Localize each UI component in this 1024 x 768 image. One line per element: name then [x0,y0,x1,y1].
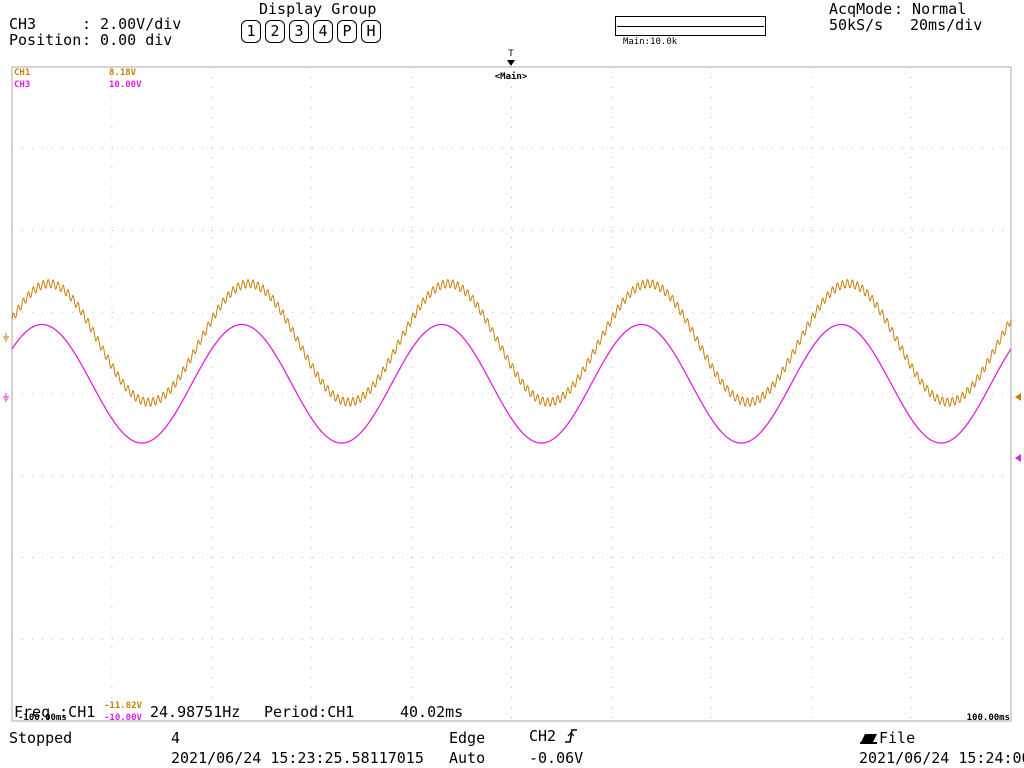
zoom-position-bar [617,26,764,27]
acqmode-value: : Normal [894,0,967,18]
acq-count: 4 [171,729,181,747]
time-left-label: -100.00ms [18,713,67,723]
display-group-title: Display Group [259,0,377,18]
freq-measure-label: Freq :CH1 [14,703,96,721]
ch1-upper-level: 8.18V [109,68,137,78]
ch3-ground-marker[interactable] [3,393,9,402]
channel-volt-div: : 2.00V/div [82,15,182,33]
trigger-type: Edge [449,729,486,747]
position-label: Position [9,31,82,49]
display-group-button-h[interactable]: H [361,20,381,43]
display-group-button-4[interactable]: 4 [313,20,333,43]
ch3-upper-level: 10.00V [109,80,142,90]
ch3-lower-level: -10.00V [104,713,143,723]
ch1-level-marker[interactable] [1015,393,1021,401]
zoom-position-box [615,16,766,36]
period-measure-label: Period:CH1 [264,703,355,721]
trigger-source: CH2 [529,727,557,745]
display-frame [11,66,1012,722]
acq-state: Stopped [9,729,73,747]
channel-name: CH3 [9,15,37,33]
save-file-icon [860,734,877,744]
position-value: : 0.00 div [82,31,173,49]
main-zoom-label: Main:10.0k [623,37,678,47]
display-group-button-3[interactable]: 3 [289,20,309,43]
trigger-level: -0.06V [529,749,584,767]
graticule [12,67,1011,721]
display-group-button-2[interactable]: 2 [265,20,285,43]
save-target: File [879,729,916,747]
rising-edge-icon [565,729,577,743]
display-group-button-p[interactable]: P [337,20,357,43]
sample-rate: 50kS/s [829,16,884,34]
ch3-trace [11,323,1012,444]
start-timestamp: 2021/06/24 15:23:25.58117015 [171,749,424,767]
freq-measure-value: 24.98751Hz [150,703,241,721]
trigger-position-marker[interactable] [507,60,515,66]
ch1-label: CH1 [14,68,30,78]
ch1-trace [11,278,1012,407]
display-group-button-1[interactable]: 1 [241,20,261,43]
main-window-label: <Main> [495,71,528,82]
ch3-level-marker[interactable] [1015,454,1021,462]
timebase: 20ms/div [910,16,983,34]
ch1-lower-level: -11.82V [104,701,143,711]
ch3-label: CH3 [14,80,30,90]
trigger-position-label: T [508,49,514,59]
time-right-label: 100.00ms [967,713,1010,723]
period-measure-value: 40.02ms [400,703,464,721]
ch1-ground-marker[interactable] [3,333,9,342]
end-timestamp: 2021/06/24 15:24:00 [859,749,1024,767]
trigger-mode: Auto [449,749,486,767]
acqmode-label: AcqMode [829,0,893,18]
